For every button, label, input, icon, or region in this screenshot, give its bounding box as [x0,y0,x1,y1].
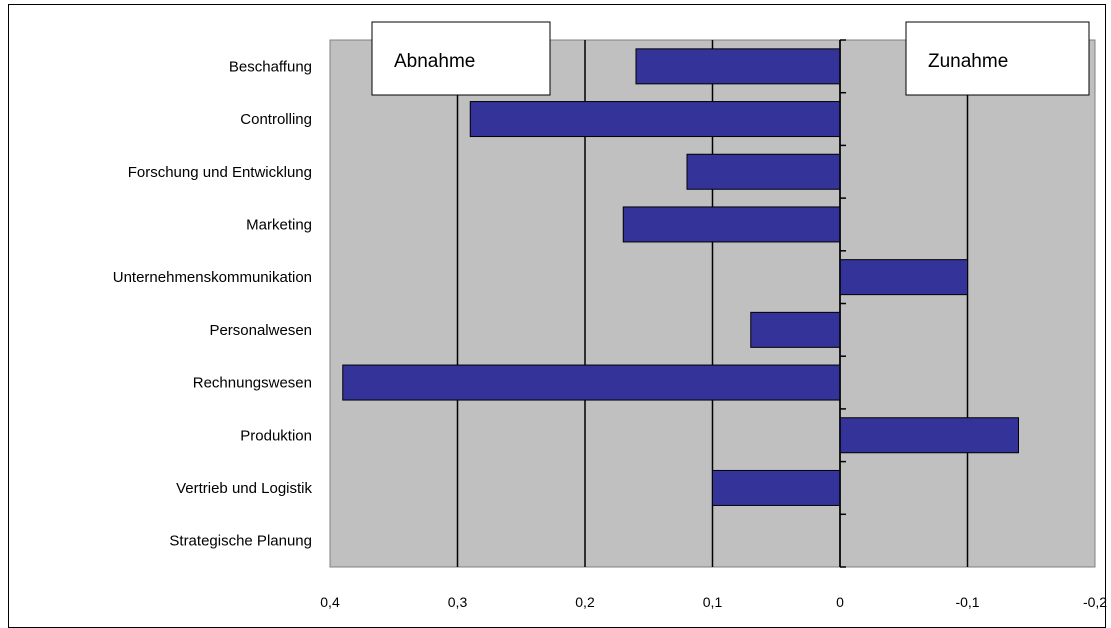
category-label: Strategische Planung [169,533,312,550]
category-label: Personalwesen [209,322,312,339]
bar [839,259,968,296]
category-label: Beschaffung [229,58,312,75]
x-tick-label: -0,2 [1083,594,1107,610]
x-tick-label: 0 [836,594,844,610]
bar [342,364,841,401]
category-label: Vertrieb und Logistik [176,480,312,497]
annotation-label: Abnahme [394,51,475,72]
annotation-box [905,21,1090,96]
x-tick-label: 0,3 [448,594,468,610]
bar [469,101,841,138]
bar [622,206,841,243]
bar [712,469,841,506]
bar [750,311,841,348]
category-label: Marketing [246,216,312,233]
x-tick-label: 0,1 [703,594,723,610]
category-label: Produktion [240,427,312,444]
category-label: Forschung und Entwicklung [128,164,312,181]
bar-chart: Beschaffung Controlling Forschung und Entw… [113,21,1107,610]
annotation-box [371,21,551,96]
bar [686,153,841,190]
x-tick-label: 0,4 [320,594,340,610]
x-tick-label: -0,1 [955,594,979,610]
x-tick-label: 0,2 [575,594,595,610]
annotation-label: Zunahme [928,51,1008,72]
bar [635,48,841,85]
category-label: Unternehmenskommunikation [113,269,312,286]
bar [839,417,1019,454]
category-label: Controlling [240,111,312,128]
category-label: Rechnungswesen [193,375,312,392]
